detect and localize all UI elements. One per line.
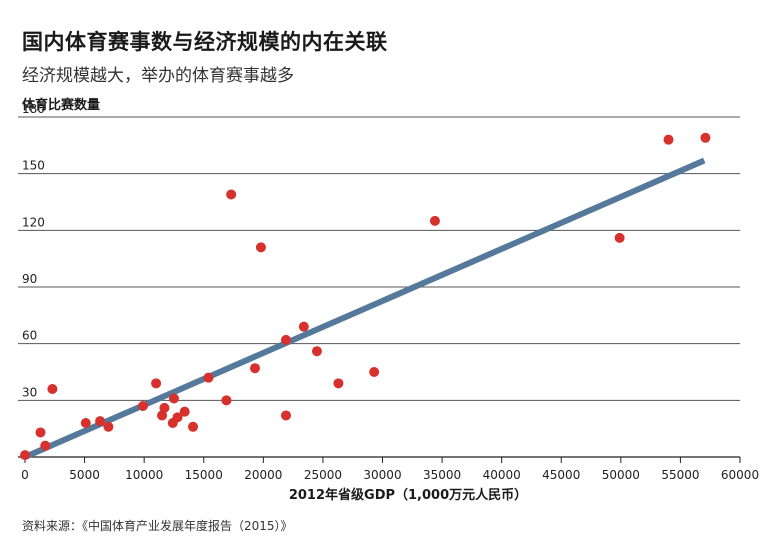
x-tick-labels: 0 5000 10000 15000 20000 25000 30000 35000 40000… [21,457,759,482]
trendline-group [23,157,706,460]
y-tick-label: 180 [22,102,45,116]
data-point [280,334,291,345]
x-tick-label: 20000 [244,468,282,482]
data-point [40,440,51,451]
data-point [249,363,260,374]
x-tick-label: 45000 [542,468,580,482]
y-tick-label: 120 [22,215,45,229]
data-point [614,232,625,243]
data-point [221,395,232,406]
data-point [203,372,214,383]
y-tick-label: 30 [22,385,37,399]
data-point [80,418,91,428]
gridlines [18,116,740,458]
data-point [47,384,58,394]
data-point [151,378,162,389]
chart-subtitle: 经济规模越大，举办的体育赛事越多 [22,66,294,86]
data-point [157,410,168,421]
chart-title: 国内体育赛事数与经济规模的内在关联 [22,30,388,54]
trendline [23,157,706,460]
x-tick-label: 25000 [304,468,342,482]
data-point [663,134,674,145]
data-point [172,412,183,423]
x-tick-label: 15000 [185,468,223,482]
y-tick-label: 60 [22,329,37,343]
x-tick-label: 60000 [721,468,759,482]
data-points [20,132,711,461]
data-point [226,189,237,200]
data-point [298,321,309,332]
data-point [188,421,199,432]
x-tick-label: 50000 [602,468,640,482]
x-tick-label: 10000 [125,468,163,482]
data-point [255,242,266,253]
data-point [95,416,106,427]
source-note: 资料来源：《中国体育产业发展年度报告（2015）》 [22,519,293,533]
data-point [35,427,46,438]
data-point [168,393,179,404]
y-tick-label: 150 [22,159,45,173]
data-point [429,215,440,226]
y-tick-label: 90 [22,272,37,286]
data-point [159,402,170,413]
data-point [280,410,291,421]
x-tick-label: 55000 [661,468,699,482]
y-tick-labels: 30 60 90 120 150 180 [22,102,45,399]
data-point [179,406,190,417]
x-tick-label: 30000 [363,468,401,482]
x-tick-label: 35000 [423,468,461,482]
x-tick-label: 5000 [69,468,100,482]
data-point [137,401,148,411]
data-point [700,132,711,143]
data-point [103,421,114,432]
y-axis-label: 体育比赛数量 [22,98,101,113]
x-axis-label: 2012年省级GDP（1,000万元人民币） [288,488,528,503]
data-point [20,450,30,461]
data-point [369,367,380,377]
data-point [333,378,344,389]
data-point [311,346,322,357]
x-tick-label: 0 [21,468,29,482]
x-tick-label: 40000 [483,468,521,482]
